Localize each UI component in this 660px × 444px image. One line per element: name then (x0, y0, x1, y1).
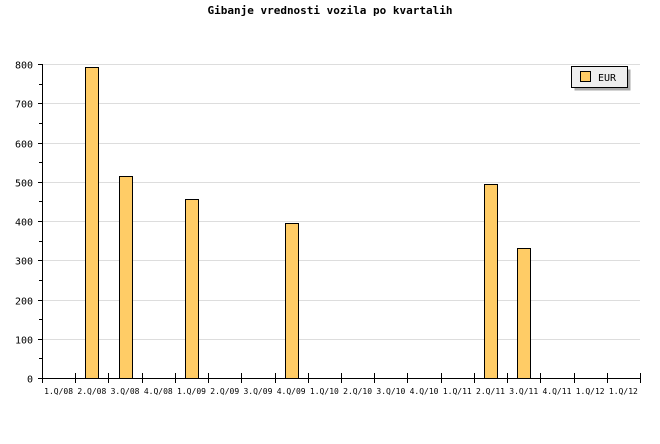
y-tick-label: 400 (15, 218, 33, 229)
bar (484, 184, 498, 379)
x-tick-label: 4.Q/08 (144, 387, 173, 396)
legend-swatch (580, 71, 591, 82)
x-tick-label: 1.Q/10 (310, 387, 339, 396)
y-tick-label: 500 (15, 179, 33, 190)
x-tick-label: 4.Q/10 (410, 387, 439, 396)
y-tick-label: 800 (15, 61, 33, 72)
y-tick-label: 200 (15, 297, 33, 308)
y-tick-label: 600 (15, 140, 33, 151)
y-tick-label: 0 (27, 375, 33, 386)
x-tick-label: 3.Q/08 (111, 387, 140, 396)
bar (85, 67, 99, 379)
x-tick-label: 1.Q/09 (177, 387, 206, 396)
x-tick-label: 2.Q/09 (210, 387, 239, 396)
y-tick-label: 100 (15, 336, 33, 347)
bar (119, 176, 133, 379)
x-tick-label: 2.Q/08 (77, 387, 106, 396)
x-tick-label: 4.Q/09 (277, 387, 306, 396)
x-tick-label: 2.Q/11 (476, 387, 505, 396)
legend-label: EUR (598, 73, 617, 84)
bar (185, 199, 199, 379)
y-tick-label: 300 (15, 257, 33, 268)
x-tick-label: 3.Q/11 (509, 387, 538, 396)
x-tick-label: 1.Q/12 (576, 387, 605, 396)
x-tick-label: 3.Q/09 (243, 387, 272, 396)
y-tick-label: 700 (15, 100, 33, 111)
x-tick-label: 2.Q/10 (343, 387, 372, 396)
x-tick-label: 3.Q/10 (376, 387, 405, 396)
bar (285, 223, 299, 379)
x-tick-label: 1.Q/12 (609, 387, 638, 396)
x-tick-label: 4.Q/11 (542, 387, 571, 396)
chart-title: Gibanje vrednosti vozila po kvartalih (207, 4, 453, 17)
x-tick-label: 1.Q/11 (443, 387, 472, 396)
x-tick-label: 1.Q/08 (44, 387, 73, 396)
bar (517, 248, 531, 379)
